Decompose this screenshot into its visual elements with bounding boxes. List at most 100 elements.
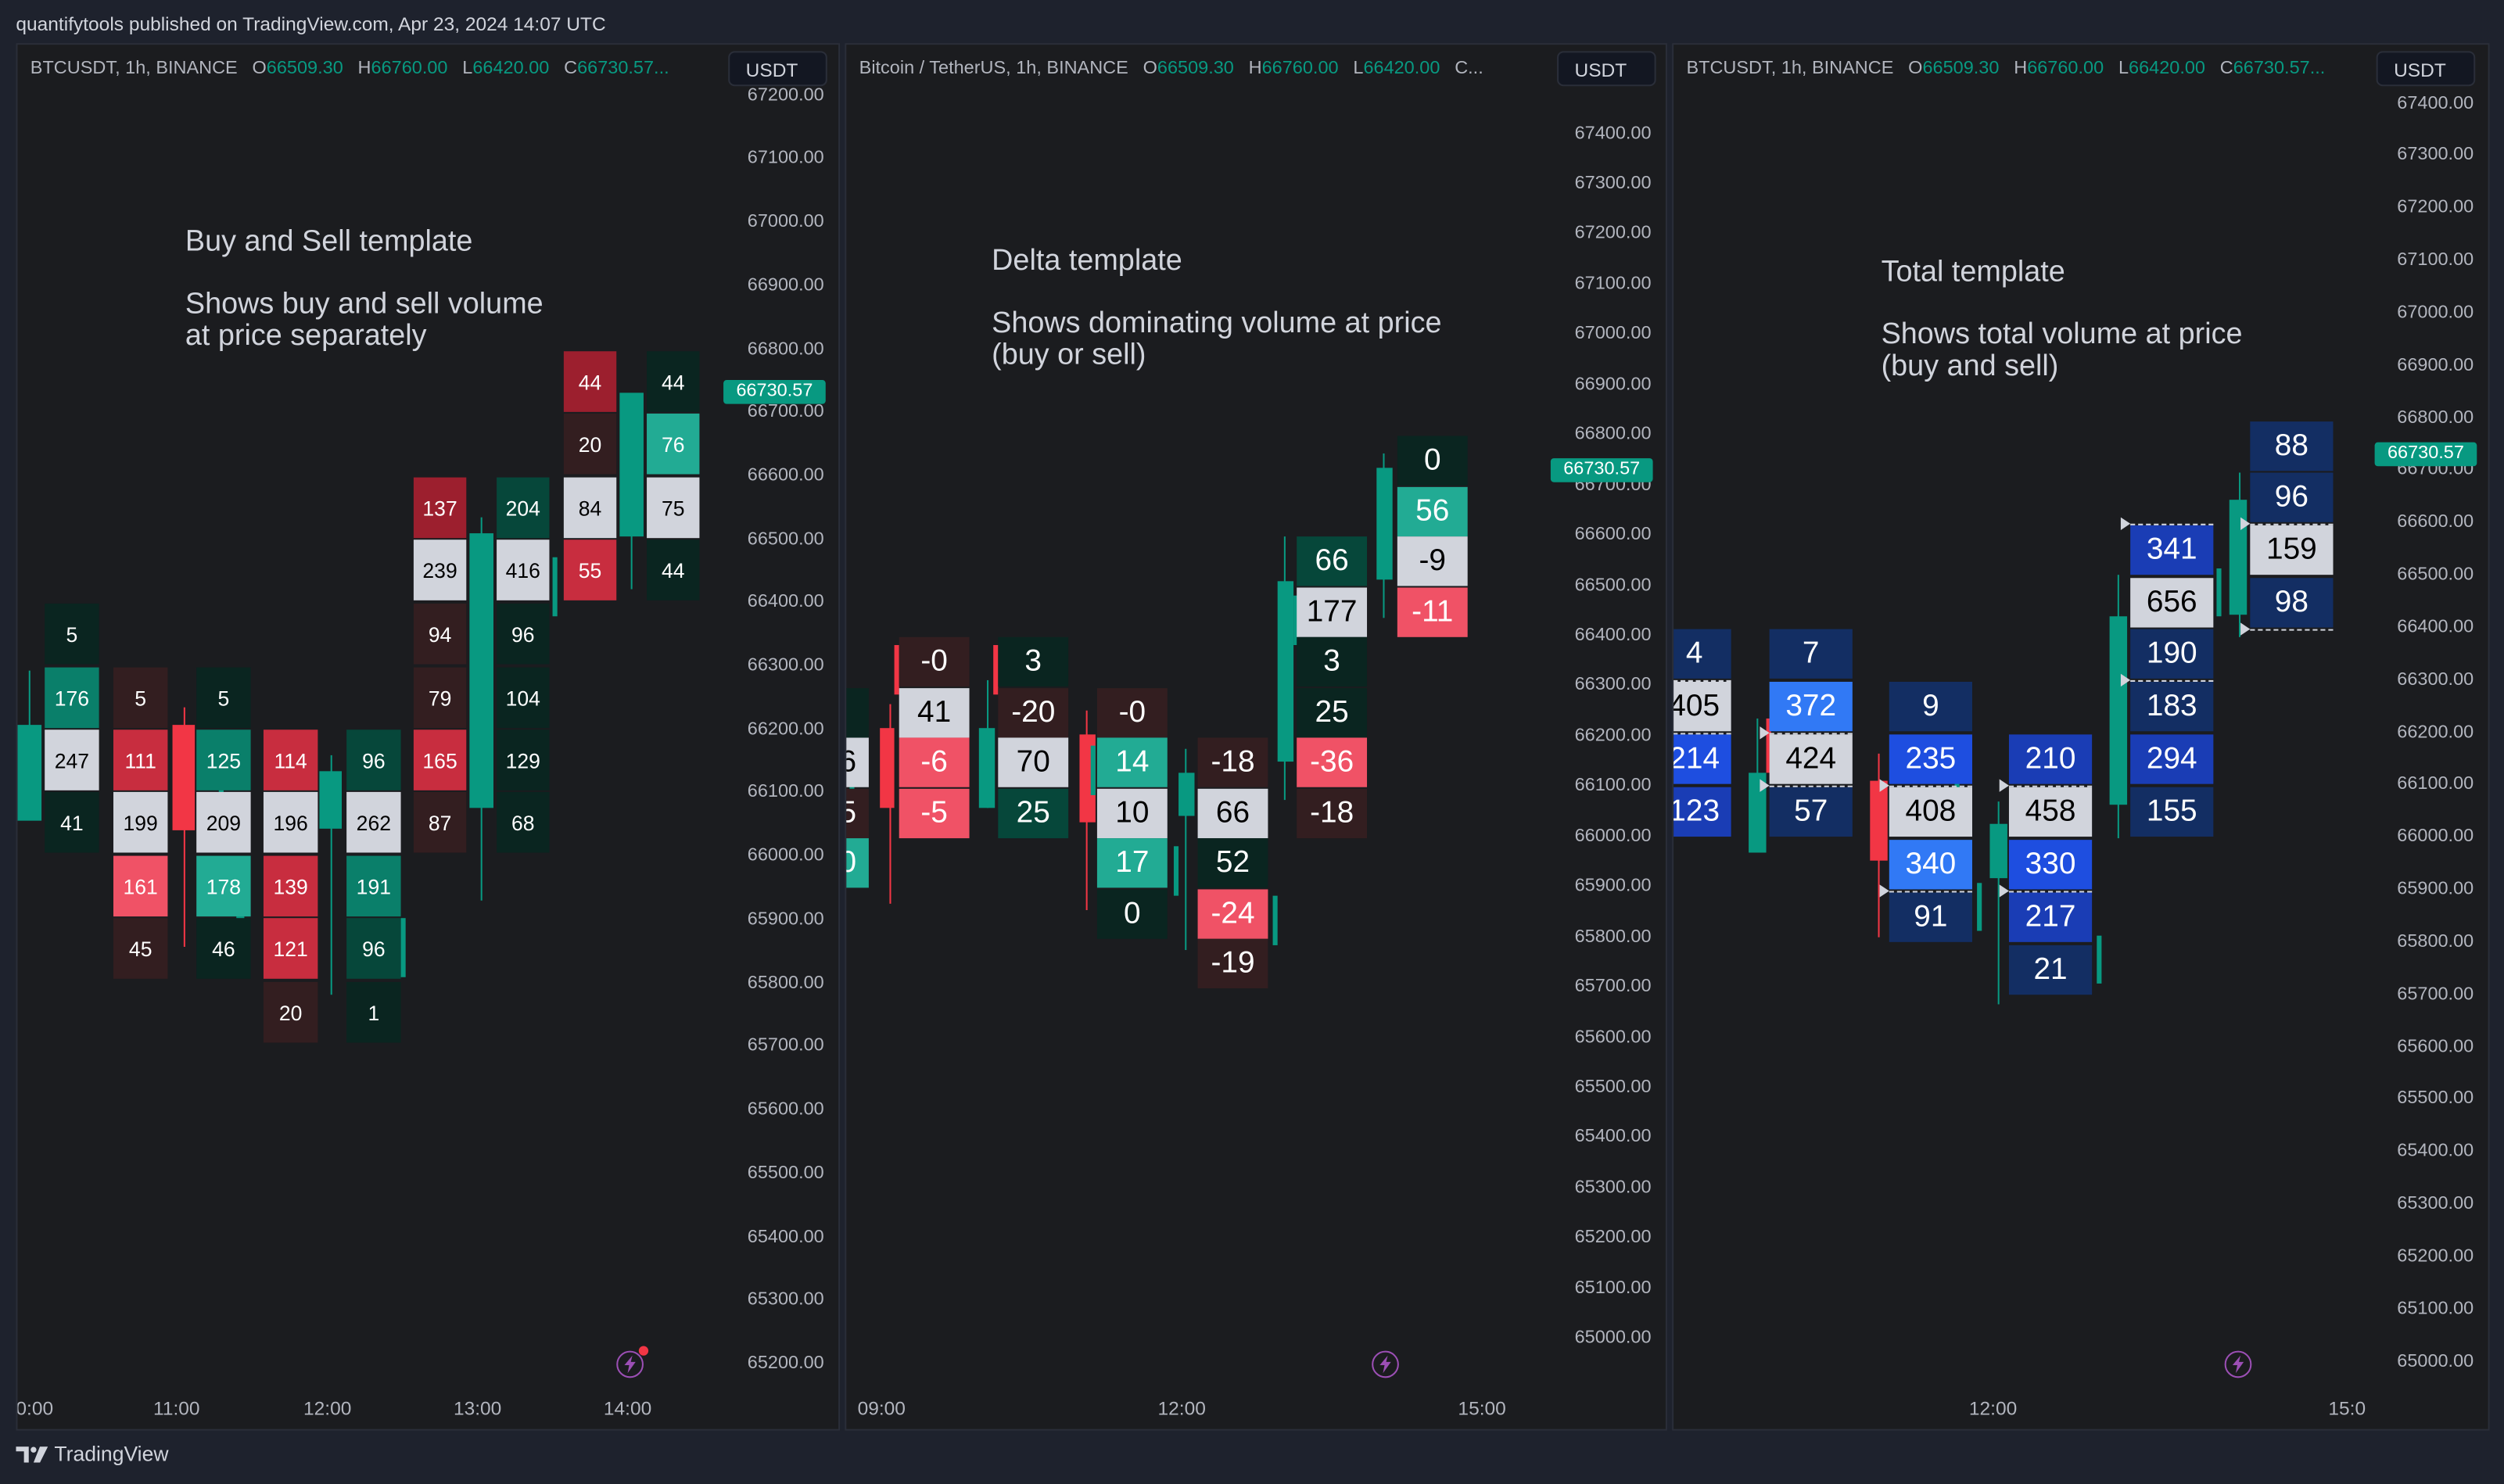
volume-cell: 1 bbox=[346, 981, 401, 1043]
currency-button[interactable]: USDT bbox=[1557, 51, 1656, 87]
open-value: 66509.30 bbox=[266, 59, 343, 79]
value-area-line bbox=[2130, 523, 2214, 525]
total-cell: 91 bbox=[1889, 892, 1972, 942]
volume-cell: 262 bbox=[346, 791, 401, 853]
delta-cell: 3 bbox=[998, 636, 1069, 687]
delta-cell: -5 bbox=[899, 788, 970, 839]
total-cell: 330 bbox=[2008, 840, 2093, 890]
volume-cell: 104 bbox=[497, 667, 550, 729]
total-cell: 98 bbox=[2250, 578, 2334, 628]
chart-panel-delta[interactable]: Bitcoin / TetherUS, 1h, BINANCE O66509.3… bbox=[845, 43, 1667, 1431]
last-price-label: 66730.57 bbox=[1550, 458, 1653, 482]
brand-name: TradingView bbox=[54, 1442, 169, 1466]
value-area-marker-icon bbox=[1879, 884, 1889, 898]
currency-button[interactable]: USDT bbox=[2376, 51, 2476, 87]
volume-cell: 87 bbox=[413, 791, 467, 853]
volume-cell: 204 bbox=[497, 477, 550, 539]
high-value: 66760.00 bbox=[1261, 59, 1339, 79]
delta-cell: -19 bbox=[1197, 938, 1268, 989]
volume-cell: 111 bbox=[113, 729, 168, 790]
tradingview-footer[interactable]: TradingView bbox=[16, 1442, 169, 1466]
total-cell: 4 bbox=[1674, 629, 1731, 679]
poc-marker bbox=[552, 557, 558, 617]
volume-cell: 165 bbox=[413, 729, 467, 790]
chart-panel-buy-sell[interactable]: BTCUSDT, 1h, BINANCE O66509.30 H66760.00… bbox=[16, 43, 841, 1431]
volume-cell: 55 bbox=[563, 539, 617, 600]
candle-up bbox=[1376, 468, 1393, 580]
value-area-line bbox=[2250, 629, 2334, 631]
symbol-legend[interactable]: BTCUSDT, 1h, BINANCE O66509.30 H66760.00… bbox=[30, 59, 669, 79]
delta-cell: 10 bbox=[1096, 788, 1168, 839]
value-area-line bbox=[2008, 785, 2093, 787]
symbol-name[interactable]: Bitcoin / TetherUS, 1h, BINANCE bbox=[859, 59, 1128, 79]
poc-marker bbox=[894, 645, 899, 695]
last-price-label: 66730.57 bbox=[723, 380, 826, 404]
poc-marker bbox=[1293, 595, 1299, 646]
volume-cell: 196 bbox=[263, 791, 318, 853]
delta-cell: 56 bbox=[1397, 486, 1468, 537]
volume-cell: 44 bbox=[647, 539, 700, 600]
candle-wick bbox=[1756, 718, 1759, 815]
candle-down bbox=[1870, 780, 1888, 861]
value-area-line bbox=[1674, 679, 1731, 682]
volume-cell: 94 bbox=[413, 603, 467, 665]
candle-down bbox=[880, 728, 895, 808]
symbol-name[interactable]: BTCUSDT, 1h, BINANCE bbox=[1686, 59, 1894, 79]
open-value: 66509.30 bbox=[1922, 59, 2000, 79]
delta-cell: 41 bbox=[899, 688, 970, 738]
candle-up bbox=[319, 771, 343, 829]
symbol-legend[interactable]: BTCUSDT, 1h, BINANCE O66509.30 H66760.00… bbox=[1686, 59, 2326, 79]
delta-cell: 177 bbox=[1297, 587, 1368, 637]
symbol-name[interactable]: BTCUSDT, 1h, BINANCE bbox=[30, 59, 238, 79]
symbol-legend[interactable]: Bitcoin / TetherUS, 1h, BINANCE O66509.3… bbox=[859, 59, 1483, 79]
note-body: Shows dominating volume at price (buy or… bbox=[992, 305, 1442, 371]
delta-cell: 66 bbox=[1297, 536, 1368, 586]
high-value: 66760.00 bbox=[2027, 59, 2104, 79]
volume-cell: 84 bbox=[563, 477, 617, 539]
volume-cell: 114 bbox=[263, 729, 318, 790]
value-area-line bbox=[2250, 523, 2334, 525]
open-value: 66509.30 bbox=[1157, 59, 1234, 79]
volume-cell: 247 bbox=[45, 729, 99, 790]
volume-cell: 5 bbox=[45, 603, 99, 665]
delta-cell: 70 bbox=[998, 737, 1069, 787]
poc-marker bbox=[993, 645, 999, 695]
volume-cell: 121 bbox=[263, 918, 318, 979]
lightning-icon[interactable] bbox=[1372, 1350, 1399, 1378]
volume-cell: 239 bbox=[413, 539, 467, 600]
chart-panel-total[interactable]: BTCUSDT, 1h, BINANCE O66509.30 H66760.00… bbox=[1672, 43, 2490, 1431]
volume-cell: 96 bbox=[346, 729, 401, 790]
delta-cell bbox=[846, 688, 869, 738]
value-area-line bbox=[1889, 785, 1972, 787]
total-cell: 214 bbox=[1674, 734, 1731, 784]
volume-cell: 44 bbox=[563, 351, 617, 412]
lightning-icon[interactable] bbox=[2224, 1350, 2252, 1378]
low-value: 66420.00 bbox=[472, 59, 550, 79]
candle-wick bbox=[1185, 748, 1187, 951]
volume-cell: 139 bbox=[263, 855, 318, 917]
delta-cell: 6 bbox=[846, 737, 869, 787]
volume-cell: 161 bbox=[113, 855, 168, 917]
value-area-marker-icon bbox=[1879, 779, 1889, 792]
total-cell: 341 bbox=[2130, 525, 2214, 575]
total-cell: 372 bbox=[1769, 681, 1853, 732]
value-area-line bbox=[2008, 891, 2093, 893]
delta-cell: 0 bbox=[846, 838, 869, 888]
delta-cell: -18 bbox=[1197, 737, 1268, 787]
value-area-line bbox=[1769, 733, 1853, 735]
delta-cell: 3 bbox=[1297, 636, 1368, 687]
note-body: Shows total volume at price (buy and sel… bbox=[1881, 316, 2243, 382]
close-value: 66730.57... bbox=[577, 59, 669, 79]
lightning-icon[interactable] bbox=[616, 1346, 649, 1378]
notification-dot bbox=[638, 1346, 649, 1356]
volume-cell: 5 bbox=[196, 667, 251, 729]
total-cell: 88 bbox=[2250, 421, 2334, 471]
delta-cell: -18 bbox=[1297, 788, 1368, 839]
volume-cell: 20 bbox=[263, 981, 318, 1043]
delta-cell: 14 bbox=[1096, 737, 1168, 787]
total-cell: 123 bbox=[1674, 787, 1731, 837]
currency-button[interactable]: USDT bbox=[728, 51, 827, 87]
total-cell: 235 bbox=[1889, 734, 1972, 784]
delta-cell: 25 bbox=[998, 788, 1069, 839]
